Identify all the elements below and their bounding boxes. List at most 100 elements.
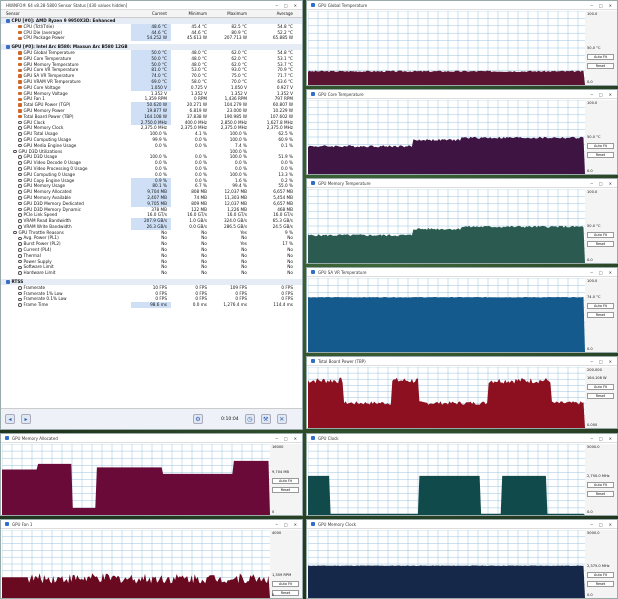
sensor-row[interactable]: GPU Computing 0 Usage 0.0 % 0.0 % 100.0 % 13… xyxy=(1,172,302,178)
minimize-icon[interactable]: ─ xyxy=(590,435,593,441)
graph-titlebar[interactable]: GPU Memory Allocated ─ □ ✕ xyxy=(1,434,302,443)
close-icon[interactable]: ✕ xyxy=(608,358,612,364)
minimize-icon[interactable]: ─ xyxy=(275,435,278,441)
minimize-icon[interactable]: ─ xyxy=(590,521,593,527)
sensor-row[interactable]: PCIe Link Speed 16.0 GT/s 16.0 GT/s 16.0 GT… xyxy=(1,212,302,218)
sensor-row[interactable]: GPU Memory Power 19.877 W 6.819 W 23.000 W 1… xyxy=(1,107,302,114)
sensor-group-header[interactable]: CPU [#0]: AMD Ryzen 9 9950X3D: Enhanced xyxy=(1,18,302,24)
reset-button[interactable]: Reset xyxy=(587,63,614,69)
close-icon[interactable]: ✕ xyxy=(608,180,612,186)
sensor-row[interactable]: CPU (Tctl/Tdie) 48.6 °C 45.4 °C 82.5 °C 54.8… xyxy=(1,23,302,30)
sensor-row[interactable]: CPU Die (average) 44.6 °C 44.6 °C 80.9 °C 52… xyxy=(1,29,302,36)
column-sensor[interactable]: Sensor xyxy=(6,11,20,16)
maximize-icon[interactable]: □ xyxy=(598,269,603,275)
sensor-row[interactable]: GPU Total Usage 100.0 % 4.1 % 100.0 % 62.5 % xyxy=(1,131,302,137)
auto-fit-button[interactable]: Auto Fit xyxy=(587,571,614,578)
sensor-row[interactable]: Hardware Limit No No No No xyxy=(1,270,302,276)
graph-titlebar[interactable]: GPU Core Temperature ─ □ ✕ xyxy=(307,90,617,99)
sensor-row[interactable]: GPU D3D Memory Dynamic 378 MB 122 MB 1,226 … xyxy=(1,207,302,213)
maximize-icon[interactable]: □ xyxy=(598,91,603,97)
column-maximum[interactable]: Maximum xyxy=(227,11,247,16)
sensor-row[interactable]: GPU Global Temperature 50.0 °C 48.0 °C 62.0… xyxy=(1,49,302,56)
sensor-row[interactable]: Framerate 10 FPS 0 FPS 109 FPS 0 FPS xyxy=(1,285,302,291)
maximize-icon[interactable]: □ xyxy=(283,521,288,527)
close-icon[interactable]: ✕ xyxy=(293,521,297,527)
auto-fit-button[interactable]: Auto Fit xyxy=(587,232,614,238)
graph-titlebar[interactable]: GPU Clock ─ □ ✕ xyxy=(307,434,617,443)
minimize-icon[interactable]: ─ xyxy=(275,521,278,527)
sensor-row[interactable]: GPU Clock 2,750.0 MHz 400.0 MHz 2,850.0 MHz… xyxy=(1,119,302,126)
reset-button[interactable]: Reset xyxy=(587,152,614,158)
minimize-icon[interactable]: ─ xyxy=(590,180,593,186)
reset-button[interactable]: Reset xyxy=(587,580,614,587)
close-icon[interactable]: ✕ xyxy=(608,521,612,527)
sensor-row[interactable]: GPU SA VR Temperature 74.0 °C 70.0 °C 75.0 … xyxy=(1,73,302,79)
sensor-row[interactable]: Frame Time 98.6 ms 0.0 ms 1,276.4 ms 114.4 m… xyxy=(1,302,302,309)
reset-button[interactable]: Reset xyxy=(587,490,614,497)
sensor-row[interactable]: GPU Copy Engine Usage 0.9 % 0.0 % 1.6 % 0.2 … xyxy=(1,177,302,184)
close-icon[interactable]: ✕ xyxy=(293,435,297,441)
sensor-row[interactable]: Avg. Power (PL1) No No No No xyxy=(1,235,302,241)
minimize-icon[interactable]: ─ xyxy=(590,269,593,275)
sensor-row[interactable]: Current (PL4) No No No No xyxy=(1,247,302,253)
graph-titlebar[interactable]: GPU Memory Temperature ─ □ ✕ xyxy=(307,179,617,188)
maximize-icon[interactable]: □ xyxy=(598,435,603,441)
graph-titlebar[interactable]: GPU SA VR Temperature ─ □ ✕ xyxy=(307,268,617,277)
sensor-row[interactable]: GPU Core Voltage 1.050 V 0.725 V 1.050 V 0.9… xyxy=(1,84,302,91)
maximize-icon[interactable]: □ xyxy=(598,521,603,527)
maximize-icon[interactable]: □ xyxy=(283,2,288,8)
sensor-row[interactable]: GPU Memory Temperature 50.0 °C 48.0 °C 62.0… xyxy=(1,61,302,68)
graph-titlebar[interactable]: GPU Memory Clock ─ □ ✕ xyxy=(307,520,617,529)
sensor-group-header[interactable]: GPU [#0]: Intel Arc B580: Maxsun Arc B58… xyxy=(1,44,302,50)
sensor-row[interactable]: GPU Fan 1 1,359 RPM 0 RPM 1,436 RPM 797 RPM xyxy=(1,96,302,102)
close-icon[interactable]: ✕ xyxy=(608,2,612,8)
sensor-row[interactable]: Burst Power (PL2) No No Yes 17 % xyxy=(1,241,302,247)
column-average[interactable]: Average xyxy=(276,11,293,16)
maximize-icon[interactable]: □ xyxy=(598,180,603,186)
sensor-row[interactable]: Total GPU Power (TGP) 50.620 W 20.271 W 104… xyxy=(1,102,302,108)
sensor-row[interactable]: GPU D3D Utilizations 100.0 % xyxy=(1,149,302,155)
minimize-icon[interactable]: ─ xyxy=(590,91,593,97)
close-sensors-icon[interactable]: ✕ xyxy=(276,414,287,424)
sensor-row[interactable]: GPU Throttle Reasons No No Yes 9 % xyxy=(1,230,302,236)
reset-button[interactable]: Reset xyxy=(587,312,614,319)
close-icon[interactable]: ✕ xyxy=(608,91,612,97)
graph-titlebar[interactable]: GPU Global Temperature ─ □ ✕ xyxy=(307,1,617,10)
auto-fit-button[interactable]: Auto Fit xyxy=(272,477,299,484)
nav-right-icon[interactable]: ▸ xyxy=(21,414,31,424)
sensor-row[interactable]: GPU Core Temperature 50.0 °C 48.0 °C 62.0 °… xyxy=(1,55,302,62)
sensor-row[interactable]: GPU D3D Usage 100.0 % 0.0 % 100.0 % 51.9 % xyxy=(1,154,302,160)
auto-fit-button[interactable]: Auto Fit xyxy=(587,143,614,149)
nav-left-icon[interactable]: ◂ xyxy=(5,414,15,424)
sensor-row[interactable]: Power Supply No No No No xyxy=(1,259,302,265)
sensor-row[interactable]: Thermal No No No No xyxy=(1,253,302,259)
sensor-row[interactable]: GPU Memory Clock 2,375.0 MHz 2,375.0 MHz 2,… xyxy=(1,125,302,131)
auto-fit-button[interactable]: Auto Fit xyxy=(587,303,614,310)
sensor-row[interactable]: GPU Memory Available 2,407 MB 74 MB 11,303 … xyxy=(1,194,302,201)
sensor-row[interactable]: GPU Memory Usage 80.1 % 6.7 % 99.4 % 55.0 % xyxy=(1,183,302,190)
network-icon[interactable]: ⚙ xyxy=(193,414,203,424)
sensor-row[interactable]: GPU Video Decode 0 Usage 0.0 % 0.0 % 0.0 % 0… xyxy=(1,160,302,166)
close-icon[interactable]: ✕ xyxy=(293,2,297,8)
minimize-icon[interactable]: ─ xyxy=(590,358,593,364)
column-minimum[interactable]: Minimum xyxy=(188,11,207,16)
sensor-row[interactable]: GPU Video Processing 0 Usage 0.0 % 0.0 % 0.… xyxy=(1,166,302,172)
reset-button[interactable]: Reset xyxy=(272,589,299,596)
sensor-row[interactable]: Software Limit No No No No xyxy=(1,264,302,270)
reset-button[interactable]: Reset xyxy=(587,241,614,247)
sensor-group-header[interactable]: RTSS xyxy=(1,279,302,285)
sensor-row[interactable]: VRAM Read Bandwidth 207.9 GB/s 1.0 GB/s 324… xyxy=(1,218,302,224)
sensor-row[interactable]: Framerate 1% Low 0 FPS 0 FPS 0 FPS 0 FPS xyxy=(1,291,302,297)
settings-icon[interactable]: ⚒ xyxy=(260,414,271,424)
reset-button[interactable]: Reset xyxy=(272,486,299,493)
close-icon[interactable]: ✕ xyxy=(608,435,612,441)
graph-titlebar[interactable]: GPU Fan 1 ─ □ ✕ xyxy=(1,520,302,529)
sensor-row[interactable]: Total Board Power (TBP) 164.108 W 37.838 W… xyxy=(1,113,302,120)
sensor-row[interactable]: GPU Media Engine Usage 0.0 % 0.0 % 7.4 % 0.1… xyxy=(1,143,302,149)
sensor-row[interactable]: CPU Package Power 54.252 W 45.613 W 207.713… xyxy=(1,35,302,42)
sensor-row[interactable]: GPU D3D Memory Dedicated 9,705 MB 809 MB 12… xyxy=(1,200,302,207)
column-current[interactable]: Current xyxy=(151,11,167,16)
sensor-row[interactable]: GPU VRAM VR Temperature 69.0 °C 58.0 °C 70.… xyxy=(1,78,302,85)
auto-fit-button[interactable]: Auto Fit xyxy=(272,580,299,587)
maximize-icon[interactable]: □ xyxy=(598,2,603,8)
